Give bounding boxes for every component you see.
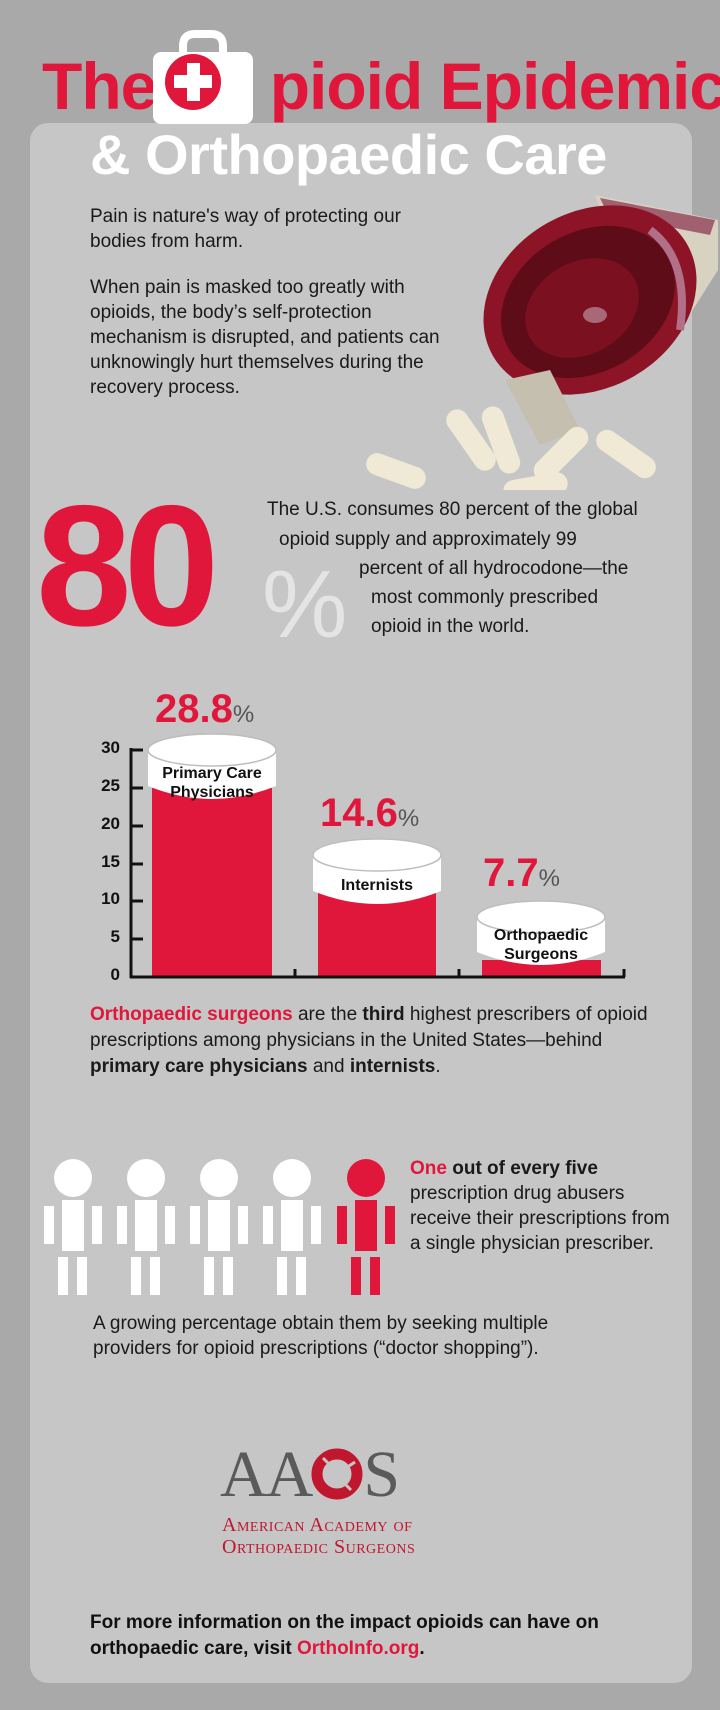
person-icon-highlighted	[337, 1159, 395, 1295]
y-tick-label: 0	[110, 965, 120, 984]
text-span: prescription drug abusers receive their …	[410, 1183, 670, 1254]
footer-period: .	[419, 1638, 425, 1659]
stat-80-text-line: The U.S. consumes 80 percent of the glob…	[267, 499, 638, 520]
y-tick-label: 25	[101, 776, 120, 795]
orthoinfo-link[interactable]: OrthoInfo.org	[296, 1638, 420, 1659]
bar-label-line: Internists	[340, 877, 413, 894]
y-tick-label: 15	[101, 852, 120, 871]
y-tick-label: 30	[101, 738, 120, 757]
people-pictogram	[44, 1159, 395, 1295]
page-subtitle: & Orthopaedic Care	[90, 123, 607, 186]
logo-letters: S	[363, 1438, 400, 1511]
bar-category-label: Internists	[313, 876, 441, 895]
bar-value-internists: 14.6%	[320, 791, 419, 836]
stat-80-text-line: most commonly prescribed	[371, 587, 599, 608]
stat-80-number: 80	[36, 470, 219, 662]
text-span: are the	[292, 1004, 363, 1025]
bold-primary-care: primary care physicians	[90, 1056, 308, 1077]
y-tick-label: 10	[101, 889, 120, 908]
bar-category-label: Orthopaedic Surgeons	[477, 926, 605, 964]
one-in-five-text: One out of every five prescription drug …	[410, 1156, 680, 1256]
bold-internists: internists	[349, 1056, 436, 1077]
intro-paragraph-1: Pain is nature's way of protecting our b…	[90, 206, 401, 252]
percent-sign: %	[397, 805, 420, 832]
stat-80-text-line: percent of all hydrocodone—the	[359, 558, 629, 579]
y-tick-label: 20	[101, 814, 120, 833]
chart-axes-and-bars	[129, 733, 626, 979]
bar-label-line: Surgeons	[504, 946, 578, 963]
bold-third: third	[362, 1004, 405, 1025]
text-span: and	[307, 1056, 350, 1077]
person-icon	[117, 1159, 175, 1295]
y-tick-label: 5	[110, 927, 120, 946]
aaos-swirl-icon	[311, 1448, 363, 1500]
stat-80-percent-sign: %	[262, 551, 348, 658]
person-icon	[190, 1159, 248, 1295]
aaos-logo: AA S	[220, 1438, 400, 1511]
text-span: highest prescribers of opioid prescripti…	[90, 1004, 648, 1051]
page-title: The pioid Epidemic	[42, 46, 720, 126]
title-word-opioid-epidemic: pioid Epidemic	[269, 49, 720, 123]
percent-sign: %	[538, 865, 560, 892]
bar-value-orthopaedic: 7.7%	[483, 851, 560, 896]
person-icon	[44, 1159, 102, 1295]
chart-description: Orthopaedic surgeons are the third highe…	[90, 1002, 670, 1080]
bar-label-line: Physicians	[170, 784, 254, 801]
logo-letters: AA	[220, 1438, 313, 1511]
text-span: .	[435, 1056, 441, 1077]
bar-value-number: 14.6	[320, 791, 398, 835]
doctor-shopping-text: A growing percentage obtain them by seek…	[93, 1313, 549, 1359]
person-icon	[263, 1159, 321, 1295]
intro-paragraph-2: When pain is masked too greatly with opi…	[90, 277, 440, 398]
first-aid-kit-icon	[153, 30, 253, 124]
bar-category-label: Primary Care Physicians	[148, 764, 276, 802]
pill-bottle-illustration	[366, 195, 718, 490]
logo-name-line: American Academy of	[222, 1514, 413, 1536]
percent-sign: %	[232, 701, 255, 728]
footer-cta: For more information on the impact opioi…	[90, 1610, 660, 1662]
bar-value-number: 7.7	[483, 851, 539, 895]
bold-out-of-five: out of every five	[446, 1158, 598, 1179]
bar-value-primary-care: 28.8%	[155, 687, 254, 732]
stat-80-text-line: opioid in the world.	[371, 616, 530, 637]
bar-chart: 30 25 20 15 10 5 0 28.	[0, 680, 720, 990]
logo-name-line: Orthopaedic Surgeons	[222, 1536, 416, 1558]
footer-text: For more information on the impact opioi…	[90, 1612, 599, 1659]
bar-label-line: Primary Care	[162, 765, 262, 782]
aaos-name: American Academy of Orthopaedic Surgeons	[222, 1514, 415, 1558]
bar-value-number: 28.8	[155, 687, 233, 731]
highlight-one: One	[410, 1158, 447, 1179]
highlight-orthopaedic-surgeons: Orthopaedic surgeons	[90, 1004, 293, 1025]
stat-80-text-line: opioid supply and approximately 99	[279, 529, 577, 550]
bar-label-line: Orthopaedic	[493, 927, 589, 944]
title-word-the: The	[42, 49, 157, 123]
